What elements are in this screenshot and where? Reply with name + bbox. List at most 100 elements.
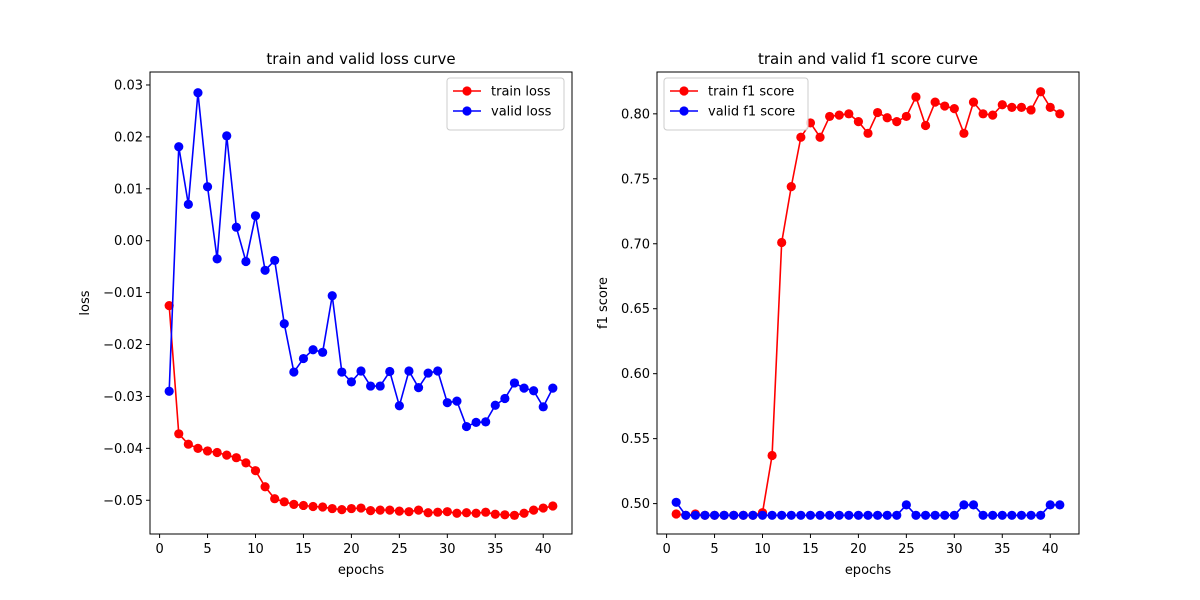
valid-loss-point xyxy=(318,347,328,357)
valid-loss-legend-marker xyxy=(462,106,472,116)
train-f1-score-point xyxy=(1055,109,1065,119)
f1-y-tick-label: 0.75 xyxy=(621,172,650,187)
train-loss-point xyxy=(279,497,289,507)
train-loss-point xyxy=(270,494,280,504)
loss-y-tick-label: −0.04 xyxy=(103,442,143,457)
train-loss-point xyxy=(222,450,232,460)
train-loss-point xyxy=(337,505,347,515)
valid-f1-score-point xyxy=(825,510,835,520)
train-f1-score-point xyxy=(796,132,806,142)
loss-y-tick-label: 0.02 xyxy=(114,130,143,145)
valid-f1-score-point xyxy=(671,497,681,507)
valid-f1-score-point xyxy=(988,510,998,520)
valid-loss-point xyxy=(481,417,491,427)
valid-loss-point xyxy=(260,265,270,275)
valid-f1-score-point xyxy=(882,510,892,520)
train-f1-score-point xyxy=(844,109,854,119)
train-loss-point xyxy=(202,446,213,456)
train-loss-point xyxy=(490,509,500,519)
f1-x-tick-label: 20 xyxy=(850,542,867,557)
valid-loss-point xyxy=(346,377,357,387)
train-f1-score-point xyxy=(892,117,902,127)
loss-y-axis-label: loss xyxy=(78,290,93,315)
train-loss-point xyxy=(404,507,414,517)
valid-f1-score-point xyxy=(805,510,816,520)
loss-chart: train and valid loss curve 0 5 10 15 20 25 30 3… xyxy=(78,50,573,578)
train-loss-point xyxy=(452,508,462,518)
f1-y-axis-label: f1 score xyxy=(596,277,611,329)
train-loss-point xyxy=(346,503,357,514)
train-loss-point xyxy=(174,429,184,439)
train-f1-score-point xyxy=(815,132,825,142)
valid-f1-score-point xyxy=(719,510,729,520)
train-loss-point xyxy=(538,503,548,513)
valid-f1-score-point xyxy=(757,510,768,520)
f1-x-tick-label: 30 xyxy=(946,542,963,557)
valid-f1-score-point xyxy=(997,510,1007,520)
valid-loss-point xyxy=(548,383,558,393)
loss-x-tick-label: 0 xyxy=(155,542,163,557)
valid-loss-point xyxy=(222,131,232,141)
train-f1-score-point xyxy=(1045,102,1055,112)
valid-f1-score-point xyxy=(968,500,979,510)
train-f1-score-point xyxy=(882,113,892,123)
train-loss-point xyxy=(413,505,424,515)
f1-y-tick-label: 0.65 xyxy=(621,302,650,317)
train-loss-point xyxy=(308,501,318,512)
loss-y-tick-label: −0.03 xyxy=(103,390,143,405)
loss-x-tick-label: 35 xyxy=(487,542,504,557)
loss-x-tick-label: 30 xyxy=(439,542,456,557)
f1-legend-box xyxy=(663,77,809,131)
valid-loss-point xyxy=(174,142,184,152)
valid-loss-point xyxy=(538,402,548,412)
valid-f1-score-point xyxy=(901,500,911,510)
train-loss-point xyxy=(394,506,404,516)
loss-x-tick-label: 20 xyxy=(343,542,360,557)
valid-f1-score-point xyxy=(690,510,700,520)
valid-loss-point xyxy=(490,400,500,410)
valid-f1-score-point xyxy=(844,510,854,520)
f1-y-tick-label: 0.60 xyxy=(621,367,650,382)
valid-loss-point xyxy=(394,401,404,411)
f1-y-tick-label: 0.80 xyxy=(621,107,650,122)
valid-loss-point xyxy=(433,366,443,376)
valid-loss-point xyxy=(356,366,366,376)
valid-f1-score-point xyxy=(815,510,825,520)
valid-loss-point xyxy=(183,199,193,209)
valid-f1-score-point xyxy=(786,510,796,520)
f1-y-tick-label: 0.70 xyxy=(621,237,650,252)
valid-f1-score-point xyxy=(959,500,969,510)
valid-f1-score-point xyxy=(978,510,988,520)
train-f1-score-point xyxy=(1036,87,1046,97)
train-loss-point xyxy=(231,453,241,463)
f1-y-tick-label: 0.55 xyxy=(621,432,650,447)
loss-x-tick-label: 25 xyxy=(391,542,408,557)
train-f1-score-point xyxy=(872,107,883,118)
train-loss-point xyxy=(548,501,558,511)
f1-x-tick-label: 5 xyxy=(710,542,718,557)
valid-loss-point xyxy=(413,383,424,393)
valid-f1-score-point xyxy=(911,510,921,520)
train-loss-point xyxy=(461,508,472,518)
valid-f1-score-point xyxy=(1055,500,1065,510)
valid-f1-score-point xyxy=(1036,510,1046,520)
valid-f1-score-point xyxy=(700,510,710,520)
train-f1-score-point xyxy=(930,97,940,107)
valid-f1-score-point xyxy=(738,510,748,520)
loss-y-tick-label: 0.01 xyxy=(114,182,143,197)
f1-x-axis-label: epochs xyxy=(845,563,892,578)
train-loss-legend-marker xyxy=(462,86,472,96)
valid-loss-point xyxy=(337,367,347,377)
valid-loss-point xyxy=(164,386,174,396)
train-f1-score-point xyxy=(978,109,988,119)
valid-f1-score-point xyxy=(863,510,873,520)
valid-f1-score-point xyxy=(872,510,883,520)
train-loss-point xyxy=(327,503,337,514)
valid-loss-point xyxy=(404,366,414,376)
train-f1-score-point xyxy=(988,110,998,120)
f1-x-axis: 0 5 10 15 20 25 30 35 40 xyxy=(662,534,1059,557)
train-loss-point xyxy=(298,500,309,511)
valid-loss-point xyxy=(375,381,385,391)
train-f1-score-point xyxy=(911,92,921,102)
